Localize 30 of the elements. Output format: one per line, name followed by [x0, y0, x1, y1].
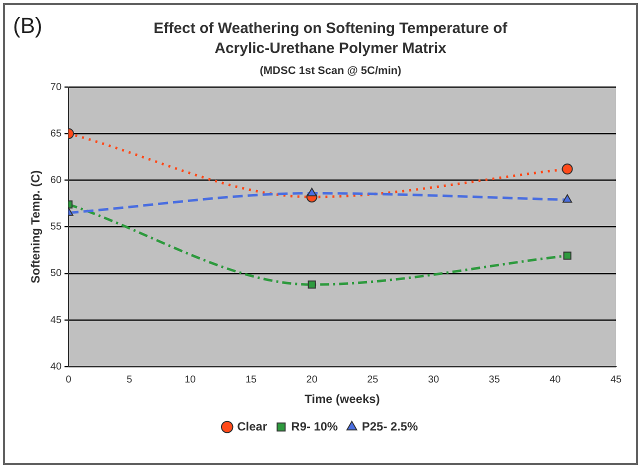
- x-tick-label: 40: [550, 374, 562, 386]
- y-axis-title: Softening Temp. (C): [28, 170, 43, 284]
- legend-label: Clear: [237, 419, 268, 434]
- y-tick-label: 55: [50, 222, 62, 233]
- y-tick-label: 65: [50, 128, 62, 140]
- y-tick-label: 50: [50, 268, 62, 280]
- y-tick-label: 40: [50, 361, 62, 372]
- text: (B): [13, 13, 42, 39]
- x-tick-label: 35: [488, 374, 500, 386]
- chart-subtitle: (MDSC 1st Scan @ 5C/min): [258, 65, 402, 77]
- x-axis-title: Time (weeks): [304, 392, 380, 406]
- point: [307, 188, 317, 196]
- x-tick-label: 20: [306, 374, 318, 386]
- x-tick-label: 0: [66, 374, 72, 386]
- point: [562, 164, 573, 175]
- x-tick-label: 25: [367, 374, 379, 386]
- point: [562, 194, 572, 203]
- x-tick-label: 5: [126, 374, 133, 386]
- x-tick-label: 45: [610, 374, 622, 386]
- y-tick-label: 45: [50, 314, 62, 326]
- y-tick-label: 70: [50, 82, 62, 93]
- x-tick-label: 15: [245, 374, 258, 386]
- point: [563, 252, 572, 260]
- legend-label: P25- 2.5%: [362, 419, 418, 434]
- x-tick-label: 30: [428, 374, 440, 386]
- legend-label: R9- 10%: [291, 419, 338, 434]
- y-tick-label: 60: [50, 174, 62, 186]
- x-tick-label: 10: [184, 374, 196, 386]
- point: [308, 280, 316, 289]
- chart-title: Effect of Weathering on Softening Temperature of Acrylic-Urethane Polymer Matrix: [152, 19, 508, 59]
